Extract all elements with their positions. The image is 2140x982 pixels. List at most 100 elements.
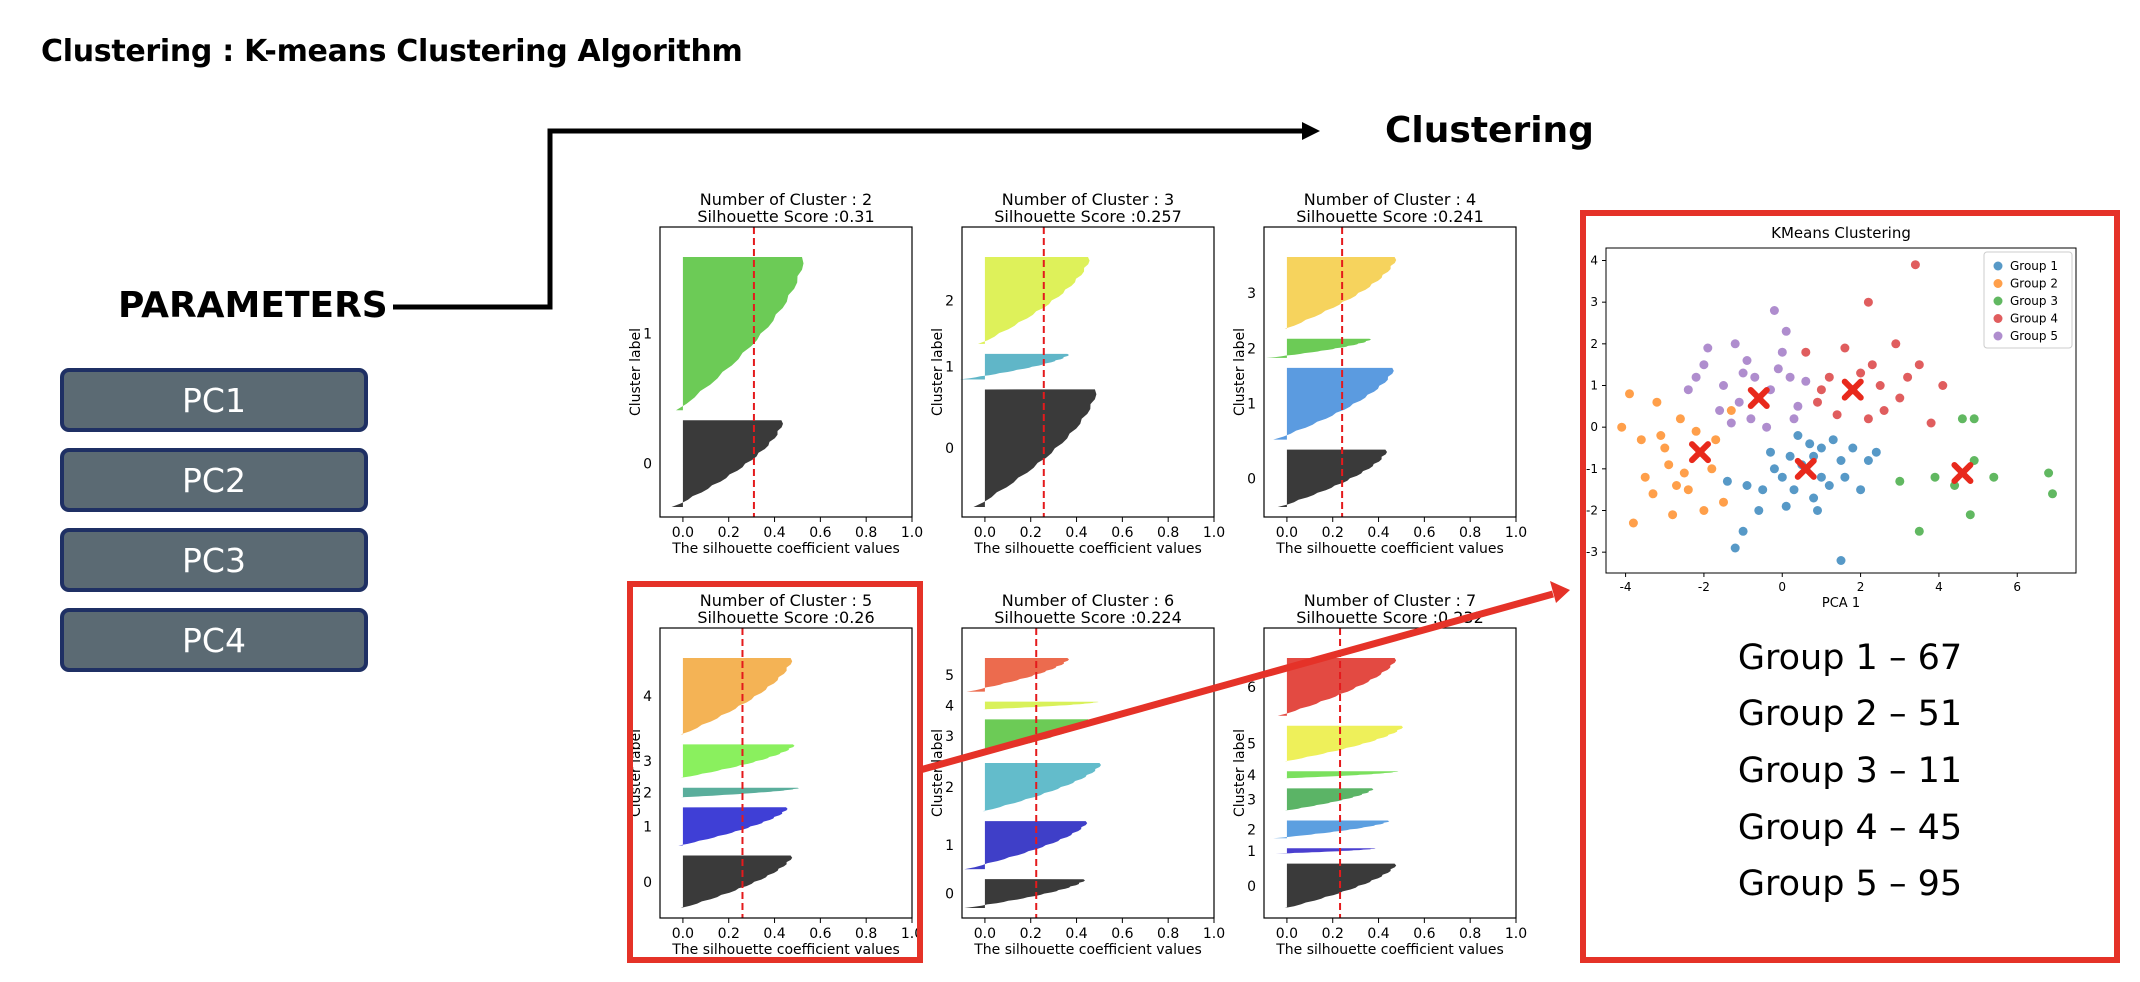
scatter-point [1950, 481, 1960, 490]
centroid-marker-3 [1951, 462, 1974, 484]
kmeans-scatter-chart: KMeans Clustering -4 -2 0 2 4 6 -3 -2 -1 0 1 2 3 4 PCA … [1586, 224, 2077, 611]
scatter-point [1668, 510, 1678, 520]
scatter-x-tick-label: 6 [2013, 580, 2021, 594]
silhouette-cluster-4 [982, 701, 1099, 710]
y-axis-label: Cluster label [1232, 328, 1248, 416]
x-tick-label: 0.2 [718, 926, 740, 942]
silhouette-cluster-0 [680, 855, 793, 908]
cluster-label-0: 0 [945, 441, 954, 457]
scatter-point [1711, 435, 1721, 445]
legend-marker [1993, 296, 2003, 306]
scatter-point [2044, 468, 2054, 478]
scatter-y-tick-label: 4 [1590, 254, 1598, 268]
scatter-point [1691, 372, 1701, 382]
legend-marker [1993, 314, 2003, 323]
scatter-point [1836, 556, 1846, 565]
x-axis-label: The silhouette coefficient values [671, 541, 900, 557]
centroid-marker-2 [1689, 441, 1711, 464]
scatter-point [1836, 456, 1846, 465]
x-tick-label: 1.0 [1203, 525, 1225, 541]
y-axis-label: Cluster label [930, 729, 946, 817]
x-tick-label: 0.4 [1065, 926, 1087, 942]
silhouette-plot-title-line: Silhouette Score :0.257 [994, 207, 1182, 226]
scatter-point [1965, 510, 1975, 520]
x-tick-label: 0.0 [672, 525, 694, 541]
group-count-3: Group 3 – 11 [1737, 751, 1963, 791]
cluster-label-3: 3 [643, 754, 652, 770]
scatter-x-tick-label: 2 [1857, 580, 1865, 594]
scatter-legend: Group 1 Group 2 Group 3 Group 4 Group 5 [1983, 251, 2073, 349]
x-axis-label: The silhouette coefficient values [973, 541, 1202, 557]
scatter-series-group-4 [1801, 260, 1948, 428]
scatter-point [1856, 368, 1866, 378]
x-tick-label: 0.4 [1065, 525, 1087, 541]
silhouette-plot-title-line: Silhouette Score :0.241 [1296, 207, 1484, 226]
cluster-label-0: 0 [1247, 471, 1256, 487]
scatter-series-group-1 [1722, 431, 1881, 565]
y-axis-label: Cluster label [628, 328, 644, 416]
scatter-point [1789, 414, 1799, 424]
scatter-frame [1605, 247, 2077, 574]
cluster-label-2: 2 [945, 293, 954, 309]
centroid-stroke [1689, 441, 1711, 464]
x-tick-label: 0.6 [1111, 926, 1133, 942]
silhouette-cluster-3 [1284, 788, 1374, 811]
centroid-stroke [1747, 387, 1770, 409]
scatter-point [1722, 476, 1732, 486]
silhouette-plot-title-line: Silhouette Score :0.232 [1296, 608, 1484, 627]
kmeans-result-highlight-box [1580, 210, 2120, 963]
scatter-point [1809, 493, 1819, 503]
cluster-label-1: 1 [1247, 397, 1256, 413]
scatter-x-tick-label: -2 [1698, 580, 1710, 594]
scatter-point [1840, 472, 1850, 482]
scatter-point [1785, 451, 1795, 461]
scatter-y-tick-label: -3 [1586, 545, 1598, 559]
x-tick-label: 0.2 [1020, 525, 1042, 541]
x-tick-label: 0.6 [809, 525, 831, 541]
scatter-point [1914, 360, 1924, 370]
silhouette-plot-title-line: Silhouette Score :0.224 [994, 608, 1182, 627]
scatter-x-tick-label: 4 [1935, 580, 1943, 594]
silhouette-cluster-2 [1273, 820, 1390, 839]
x-tick-label: 0.6 [1413, 525, 1435, 541]
scatter-point [1816, 472, 1826, 482]
scatter-point [1769, 306, 1779, 315]
x-tick-label: 0.0 [1276, 525, 1298, 541]
cluster-label-1: 1 [1247, 844, 1256, 860]
scatter-point [1867, 360, 1877, 370]
scatter-point [1816, 443, 1826, 453]
cluster-label-3: 3 [945, 729, 954, 745]
scatter-point [1636, 435, 1646, 445]
legend-marker [1993, 279, 2003, 288]
scatter-y-tick-label: 2 [1590, 337, 1598, 351]
scatter-point [1691, 426, 1701, 436]
cluster-label-3: 3 [1247, 792, 1256, 808]
centroid-stroke [1951, 462, 1974, 484]
x-axis-label: The silhouette coefficient values [973, 942, 1202, 958]
cluster-label-2: 2 [643, 786, 652, 802]
x-tick-label: 0.2 [718, 525, 740, 541]
x-tick-label: 0.8 [855, 525, 877, 541]
x-tick-label: 0.2 [1322, 525, 1344, 541]
scatter-point [1930, 472, 1940, 482]
scatter-point [1746, 414, 1756, 424]
scatter-point [1766, 447, 1775, 457]
scatter-point [1938, 381, 1948, 390]
scatter-point [1656, 431, 1666, 440]
silhouette-cluster-0 [1277, 449, 1387, 507]
scatter-point [1840, 343, 1850, 353]
scatter-point [1719, 497, 1728, 507]
silhouette-cluster-4 [1284, 771, 1399, 779]
scatter-point [1832, 410, 1842, 420]
x-tick-label: 0.0 [1276, 926, 1298, 942]
scatter-point [1719, 381, 1728, 390]
x-tick-label: 0.8 [855, 926, 877, 942]
scatter-y-tick-label: 0 [1590, 420, 1598, 434]
cluster-label-2: 2 [1247, 341, 1256, 357]
silhouette-cluster-3 [982, 719, 1090, 753]
scatter-point [1781, 326, 1791, 336]
silhouette-cluster-2 [978, 257, 1090, 344]
scatter-point [1707, 464, 1717, 474]
legend-marker [1993, 261, 2003, 271]
